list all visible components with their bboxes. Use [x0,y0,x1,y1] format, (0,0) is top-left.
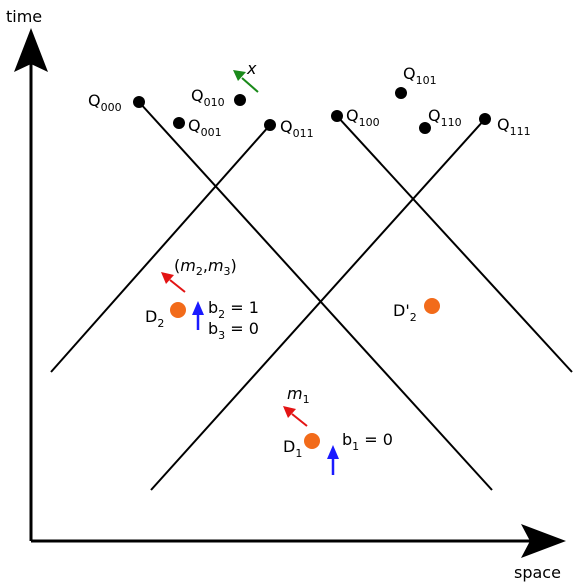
label-q100: Q100 [346,106,380,129]
label-q001: Q001 [188,116,222,139]
worldline-q000 [138,101,493,491]
label-q010: Q010 [191,86,225,109]
worldline-q100 [336,115,573,373]
label-m2-m3: (m2,m3) [174,256,237,278]
label-q111: Q111 [497,115,531,138]
point-q101 [395,87,407,99]
point-q011 [264,119,276,131]
arrow-blue-icon [327,445,339,475]
point-q100 [331,110,343,122]
label-b1: b1 = 0 [342,430,393,453]
arrow-blue-icon [192,301,204,330]
label-q101: Q101 [403,64,437,87]
label-d1: D1 [283,437,302,460]
point-q111 [479,113,491,125]
point-q000 [133,96,145,108]
arrow-green-icon [233,70,259,93]
space-axis-label: space [514,563,561,582]
worldline-q011 [50,124,271,373]
label-d2-prime: D'2 [393,301,417,324]
point-q110 [419,122,431,134]
detector-d2 [170,302,186,318]
label-d2: D2 [145,307,164,330]
label-m1: m1 [287,384,310,406]
detector-d1 [304,433,320,449]
label-q011: Q011 [280,117,314,140]
label-b3: b3 = 0 [208,319,259,342]
time-axis-label: time [6,7,42,26]
point-q010 [234,94,246,106]
label-q000: Q000 [88,91,122,114]
point-q001 [173,117,185,129]
worldline-q111 [150,118,486,491]
time-axis-arrowhead [14,28,48,72]
detector-d2-prime [424,298,440,314]
arrow-red-icon [161,272,186,293]
label-b2: b2 = 1 [208,298,259,321]
arrow-red-icon [283,406,308,427]
label-q110: Q110 [428,106,462,129]
label-x: x [246,59,257,78]
space-axis-arrowhead [521,524,566,558]
